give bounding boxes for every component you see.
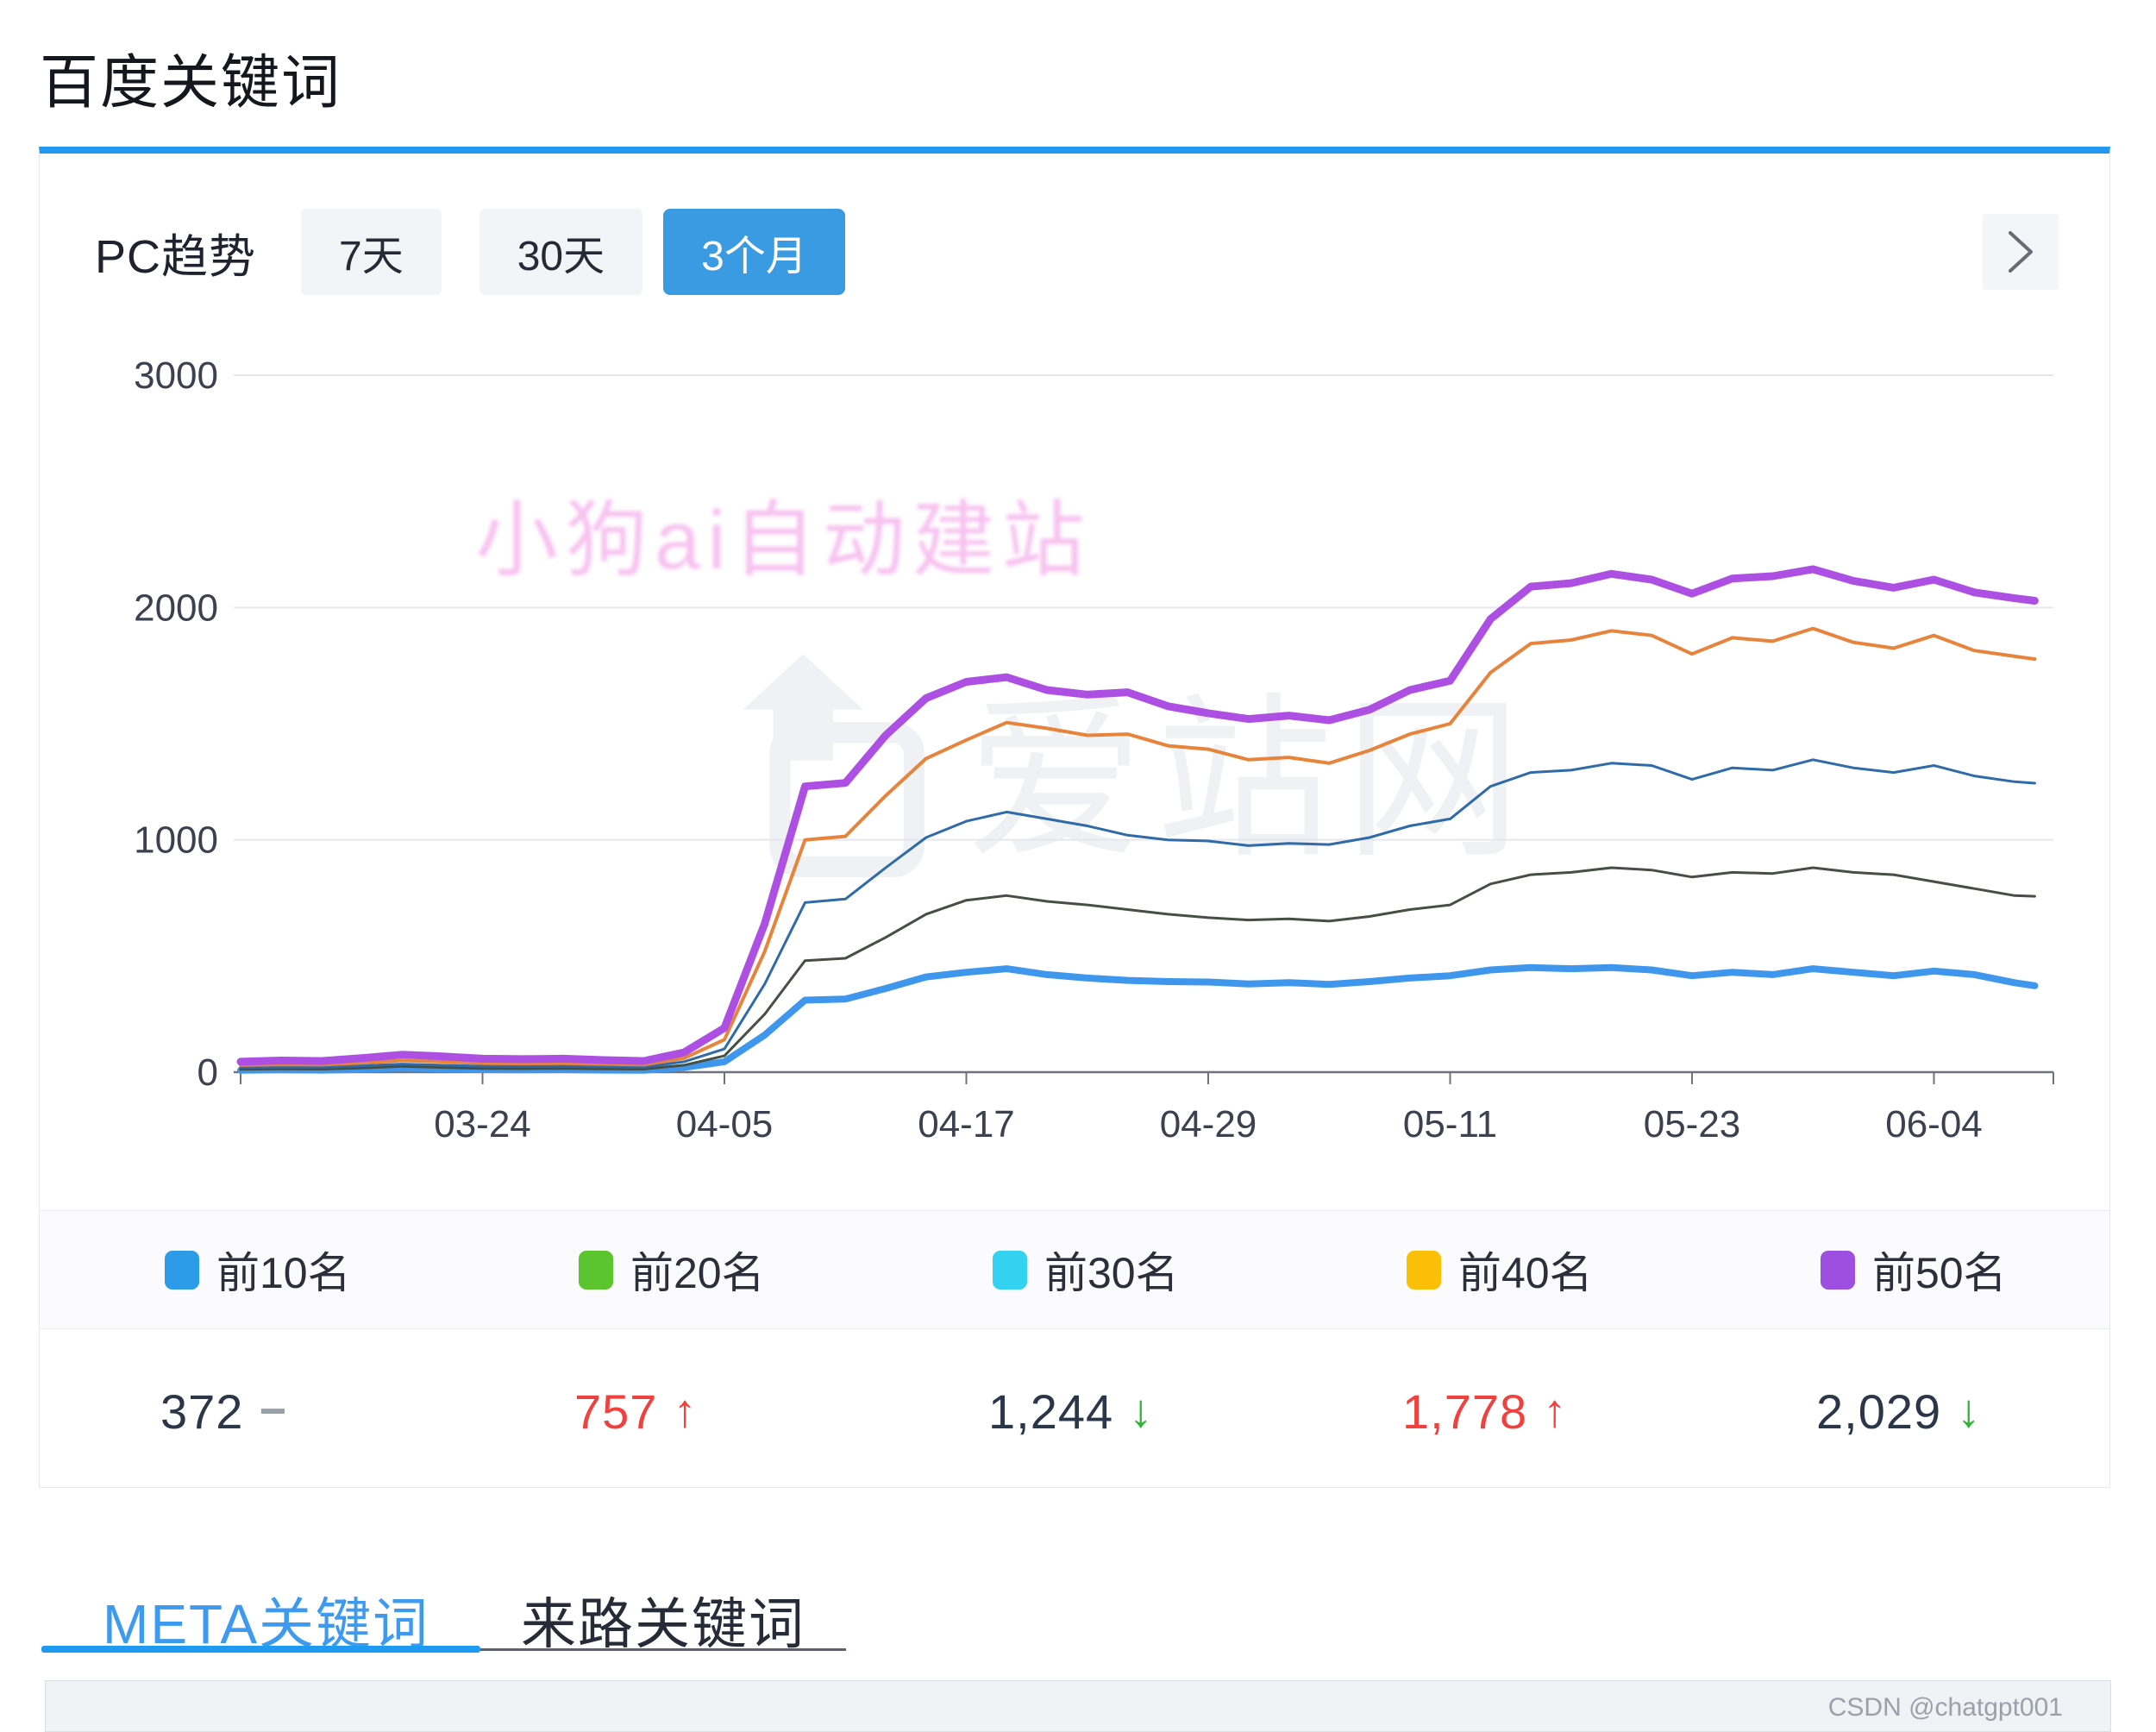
- legend-swatch-icon: [1821, 1250, 1855, 1290]
- range-button-7d[interactable]: 7天: [301, 209, 442, 295]
- value-cell: 2,029 ↓: [1695, 1384, 2109, 1440]
- footer-panel: CSDN @chatgpt001: [45, 1680, 2111, 1732]
- svg-text:04-29: 04-29: [1160, 1103, 1257, 1145]
- page-title: 百度关键词: [40, 50, 342, 116]
- svg-text:06-04: 06-04: [1885, 1103, 1983, 1145]
- svg-text:05-23: 05-23: [1644, 1103, 1741, 1145]
- legend-swatch-icon: [1407, 1250, 1441, 1290]
- chevron-right-button[interactable]: [1983, 214, 2059, 290]
- legend-label: 前10名: [216, 1249, 351, 1297]
- active-tab-underline: [41, 1646, 480, 1653]
- legend-label: 前30名: [1044, 1249, 1179, 1297]
- tab-referral-keywords[interactable]: 来路关键词: [521, 1593, 805, 1655]
- pc-trend-label: PC趋势: [95, 230, 257, 283]
- keyword-count: 1,244: [988, 1384, 1114, 1439]
- legend-swatch-icon: [993, 1250, 1027, 1290]
- legend-item-top20[interactable]: 前20名: [454, 1239, 868, 1301]
- trend-icon: ↓: [1957, 1385, 1981, 1437]
- keyword-count: 1,778: [1402, 1384, 1528, 1439]
- legend-item-top50[interactable]: 前50名: [1695, 1239, 2109, 1301]
- watermark-pink-text: 小狗ai自动建站: [475, 494, 1092, 587]
- keyword-count: 372: [160, 1384, 244, 1439]
- legend-item-top40[interactable]: 前40名: [1282, 1239, 1695, 1301]
- legend-swatch-icon: [165, 1250, 199, 1290]
- csdn-watermark: CSDN @chatgpt001: [1827, 1693, 2063, 1722]
- trend-icon: ↑: [1543, 1385, 1567, 1437]
- trend-icon: ↑: [673, 1385, 697, 1437]
- trend-chart: 小狗ai自动建站 爱站网 0 1000 2000 3000 03-24 04-05 04-1…: [40, 326, 2111, 1206]
- svg-text:04-17: 04-17: [918, 1103, 1015, 1145]
- range-button-30d[interactable]: 30天: [479, 209, 643, 295]
- value-cell: 757 ↑: [454, 1384, 868, 1440]
- legend-label: 前20名: [630, 1249, 765, 1297]
- svg-text:2000: 2000: [134, 587, 218, 629]
- tab-bar-divider: [480, 1648, 846, 1651]
- value-cell: 1,244 ↓: [868, 1384, 1282, 1440]
- baidu-keyword-card: PC趋势 7天 30天 3个月 小狗ai自动建站 爱站网 0 1000 2000 30…: [39, 147, 2110, 1488]
- legend-label: 前40名: [1458, 1249, 1593, 1297]
- line-chart-canvas: 0 1000 2000 3000 03-24 04-05 04-17 04-29 05-11 05…: [134, 355, 2054, 1145]
- svg-text:04-05: 04-05: [676, 1103, 774, 1145]
- trend-icon: −: [259, 1385, 286, 1437]
- svg-text:05-11: 05-11: [1403, 1103, 1497, 1145]
- trend-icon: ↓: [1129, 1385, 1153, 1437]
- svg-text:1000: 1000: [134, 819, 218, 862]
- chevron-right-icon: [2009, 231, 2033, 273]
- value-cell: 1,778 ↑: [1282, 1384, 1695, 1440]
- legend-item-top10[interactable]: 前10名: [40, 1239, 454, 1301]
- legend: 前10名 前20名 前30名 前40名 前50名: [40, 1210, 2109, 1329]
- summary-row: 372 − 757 ↑ 1,244 ↓ 1,778 ↑ 2,029 ↓: [40, 1329, 2109, 1493]
- range-button-3m[interactable]: 3个月: [663, 209, 845, 295]
- value-cell: 372 −: [40, 1384, 454, 1440]
- legend-item-top30[interactable]: 前30名: [868, 1239, 1282, 1301]
- keyword-count: 2,029: [1816, 1384, 1942, 1439]
- keyword-count: 757: [574, 1384, 658, 1439]
- svg-text:0: 0: [197, 1051, 218, 1094]
- aizhan-logo-icon: [743, 653, 924, 877]
- legend-swatch-icon: [579, 1250, 613, 1290]
- legend-label: 前50名: [1872, 1249, 2007, 1297]
- chart-toolbar: PC趋势 7天 30天 3个月: [40, 207, 2109, 297]
- svg-text:03-24: 03-24: [434, 1103, 531, 1145]
- svg-text:3000: 3000: [134, 355, 218, 397]
- tab-meta-keywords[interactable]: META关键词: [103, 1593, 430, 1655]
